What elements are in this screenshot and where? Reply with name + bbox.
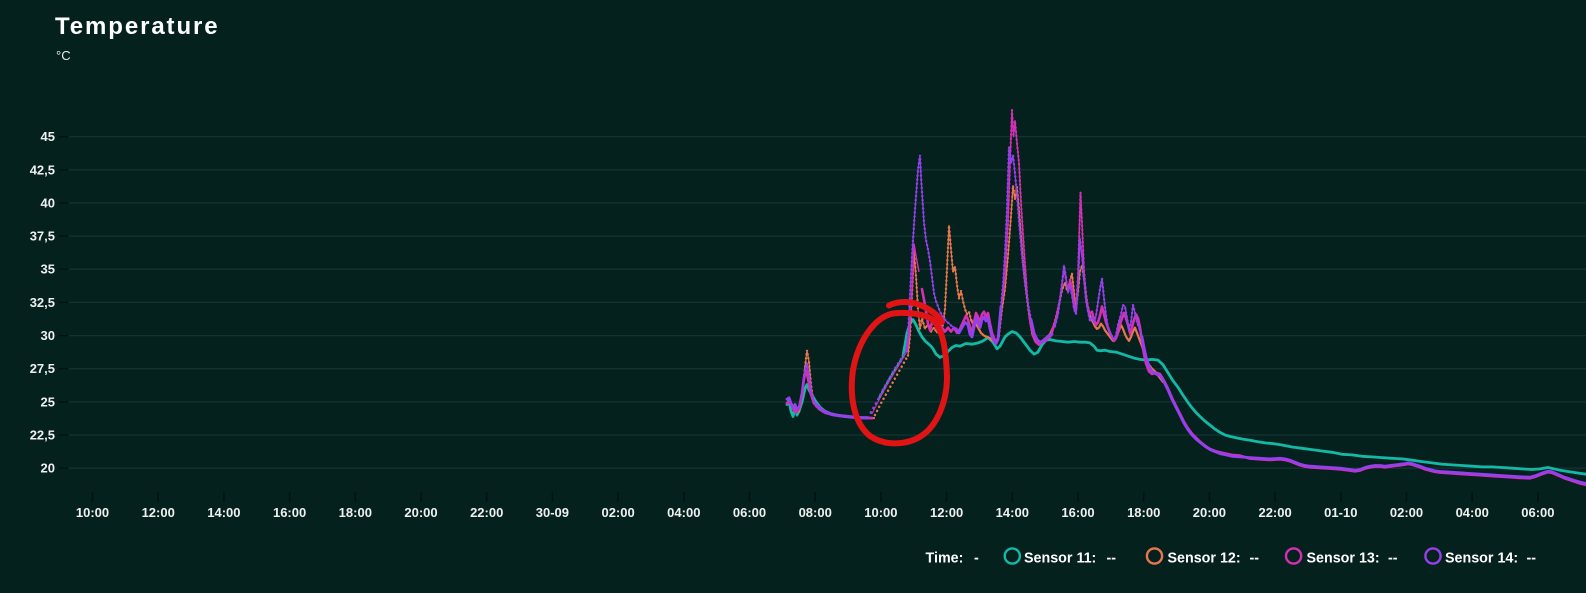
svg-text:14:00: 14:00	[207, 505, 240, 520]
svg-text:22:00: 22:00	[470, 505, 503, 520]
svg-text:25: 25	[41, 394, 55, 409]
svg-text:04:00: 04:00	[667, 505, 700, 520]
svg-text:42,5: 42,5	[30, 162, 55, 177]
svg-text:22:00: 22:00	[1258, 505, 1291, 520]
svg-text:06:00: 06:00	[1521, 505, 1554, 520]
svg-text:°C: °C	[56, 48, 71, 63]
svg-text:30-09: 30-09	[536, 505, 569, 520]
svg-text:18:00: 18:00	[1127, 505, 1160, 520]
svg-text:20:00: 20:00	[404, 505, 437, 520]
svg-text:12:00: 12:00	[930, 505, 963, 520]
svg-text:Sensor 14:: Sensor 14:	[1445, 551, 1518, 567]
svg-text:32,5: 32,5	[30, 295, 55, 310]
svg-text:06:00: 06:00	[733, 505, 766, 520]
svg-text:10:00: 10:00	[864, 505, 897, 520]
svg-text:-: -	[974, 551, 979, 567]
svg-text:35: 35	[41, 262, 55, 277]
svg-text:Temperature: Temperature	[55, 13, 220, 40]
svg-text:18:00: 18:00	[339, 505, 372, 520]
svg-text:12:00: 12:00	[142, 505, 175, 520]
svg-text:01-10: 01-10	[1324, 505, 1357, 520]
svg-text:40: 40	[41, 195, 55, 210]
svg-text:--: --	[1527, 551, 1537, 567]
svg-text:20: 20	[41, 461, 55, 476]
svg-text:04:00: 04:00	[1456, 505, 1489, 520]
svg-text:22,5: 22,5	[30, 428, 55, 443]
svg-text:10:00: 10:00	[76, 505, 109, 520]
svg-text:02:00: 02:00	[601, 505, 634, 520]
svg-text:--: --	[1250, 551, 1260, 567]
svg-text:45: 45	[41, 129, 55, 144]
svg-text:16:00: 16:00	[273, 505, 306, 520]
svg-text:16:00: 16:00	[1061, 505, 1094, 520]
svg-text:Time:: Time:	[926, 551, 964, 567]
svg-text:08:00: 08:00	[799, 505, 832, 520]
svg-text:30: 30	[41, 328, 55, 343]
svg-text:--: --	[1388, 551, 1398, 567]
svg-text:02:00: 02:00	[1390, 505, 1423, 520]
svg-text:20:00: 20:00	[1193, 505, 1226, 520]
svg-text:--: --	[1107, 551, 1117, 567]
svg-text:Sensor 12:: Sensor 12:	[1168, 551, 1241, 567]
svg-text:Sensor 13:: Sensor 13:	[1307, 551, 1380, 567]
svg-text:27,5: 27,5	[30, 361, 55, 376]
svg-text:14:00: 14:00	[996, 505, 1029, 520]
svg-text:Sensor 11:: Sensor 11:	[1024, 551, 1096, 567]
svg-text:37,5: 37,5	[30, 229, 55, 244]
